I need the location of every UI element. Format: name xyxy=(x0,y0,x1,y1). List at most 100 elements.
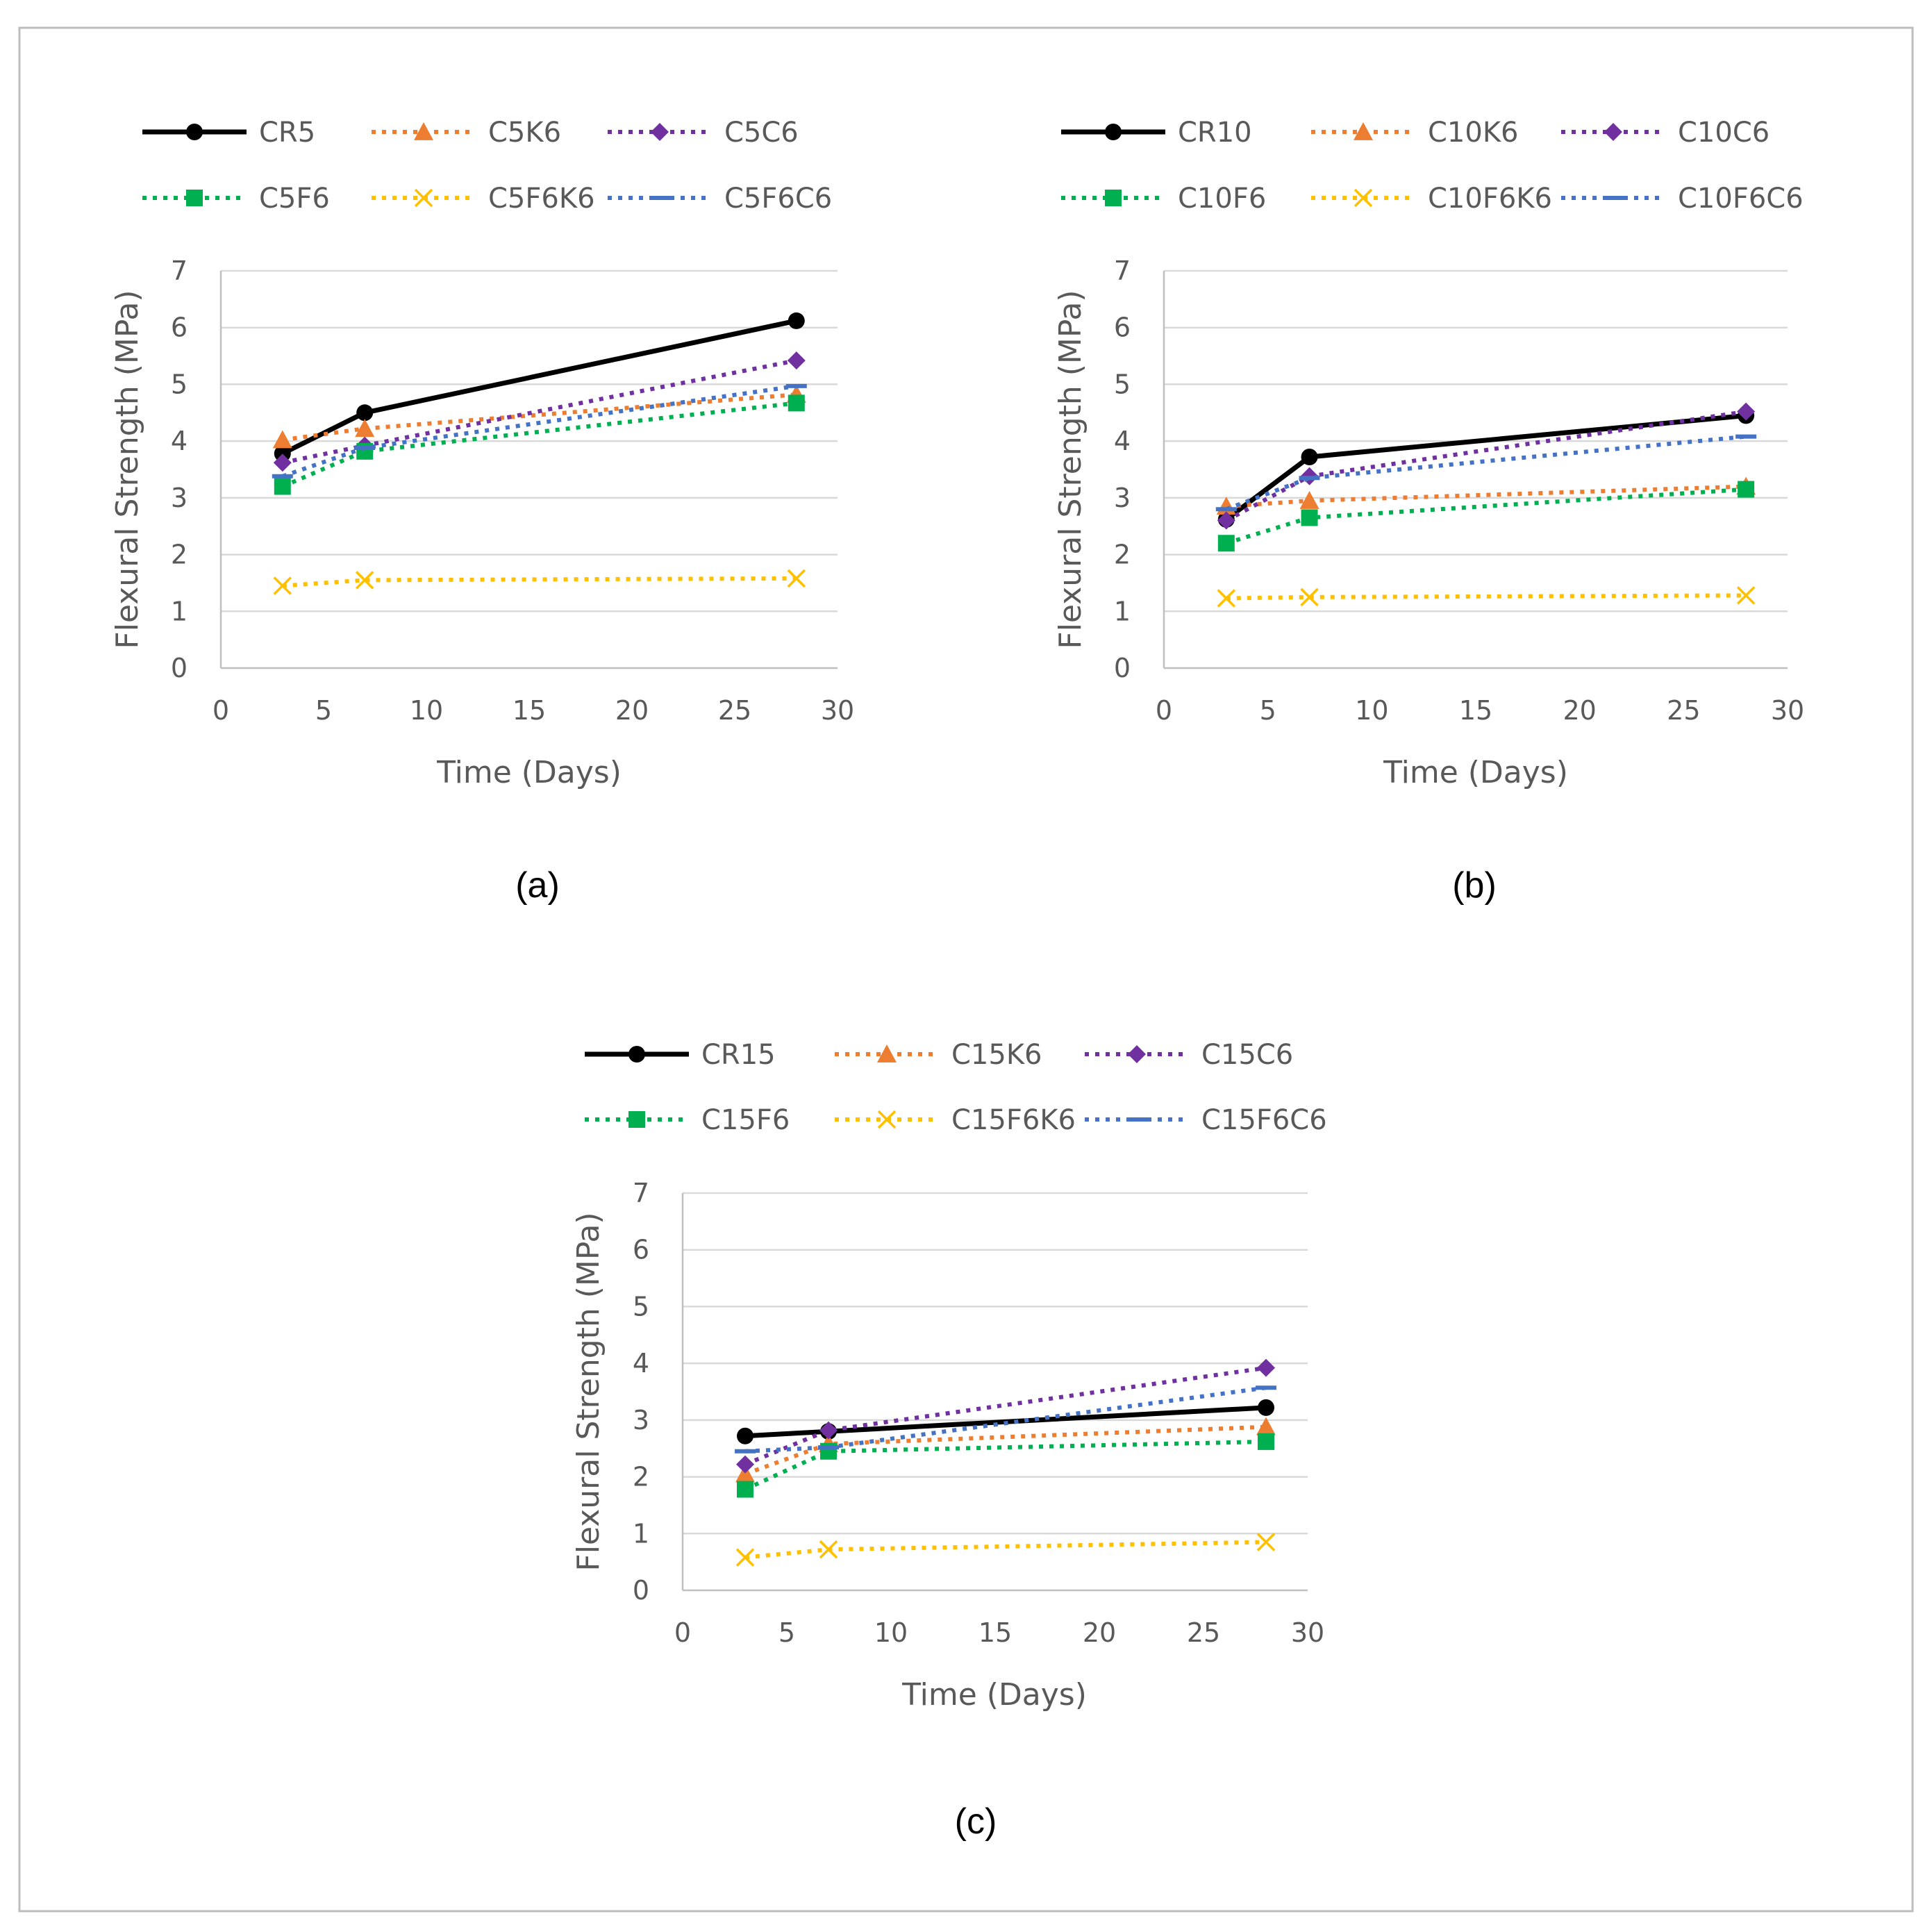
data-point-C15F6K6 xyxy=(735,1548,755,1567)
y-tick-label: 2 xyxy=(171,540,188,570)
panel-label: (b) xyxy=(1452,865,1497,906)
panel-label: (c) xyxy=(955,1801,997,1842)
legend-marker-C10K6 xyxy=(1354,122,1373,140)
x-tick-label: 30 xyxy=(1771,695,1804,726)
legend-marker-C5C6 xyxy=(651,123,669,141)
legend-marker-C5K6 xyxy=(414,122,433,140)
legend-label: C15F6K6 xyxy=(951,1104,1076,1136)
legend-label: C5F6C6 xyxy=(724,183,832,215)
legend-marker-C15F6 xyxy=(628,1111,645,1128)
y-tick-label: 5 xyxy=(171,369,188,399)
data-point-C10K6 xyxy=(1299,490,1319,509)
x-tick-label: 0 xyxy=(213,695,229,726)
data-point-C5C6 xyxy=(273,453,292,472)
data-point-CR15 xyxy=(1258,1399,1274,1416)
legend-marker-C5F6K6 xyxy=(414,188,433,208)
data-point-C5F6 xyxy=(356,442,374,460)
x-axis-label: Time (Days) xyxy=(436,755,622,790)
series-line-C5F6 xyxy=(281,401,797,489)
panel-label: (a) xyxy=(515,865,560,906)
x-tick-label: 20 xyxy=(615,695,649,726)
legend-label: C5K6 xyxy=(488,117,561,149)
y-tick-label: 1 xyxy=(171,596,188,626)
legend-label: C15C6 xyxy=(1201,1039,1293,1071)
data-point-C10F6K6 xyxy=(1736,586,1756,605)
x-tick-label: 25 xyxy=(1187,1617,1220,1648)
x-tick-label: 25 xyxy=(718,695,751,726)
y-tick-label: 0 xyxy=(633,1575,649,1606)
series-line-C10F6K6 xyxy=(1226,593,1747,601)
x-tick-label: 5 xyxy=(778,1617,795,1648)
y-tick-label: 7 xyxy=(171,256,188,286)
y-tick-label: 7 xyxy=(633,1178,649,1208)
data-point-CR10 xyxy=(1301,449,1318,466)
legend-label: C15F6 xyxy=(701,1104,790,1136)
data-point-C5F6 xyxy=(274,478,291,495)
legend-marker-CR15 xyxy=(628,1046,645,1063)
legend-marker-C15K6 xyxy=(877,1044,897,1063)
x-tick-label: 0 xyxy=(1156,695,1172,726)
legend-label: C10K6 xyxy=(1428,117,1519,149)
data-point-C15F6K6 xyxy=(1256,1533,1276,1551)
x-tick-label: 5 xyxy=(315,695,332,726)
data-point-C15C6 xyxy=(819,1421,838,1440)
y-tick-label: 6 xyxy=(633,1235,649,1265)
y-tick-label: 6 xyxy=(1114,313,1131,343)
legend-label: C10F6C6 xyxy=(1678,183,1804,215)
y-tick-label: 0 xyxy=(1114,653,1131,683)
y-tick-label: 6 xyxy=(171,313,188,343)
y-axis-label: Flexural Strength (MPa) xyxy=(571,1212,606,1571)
x-tick-label: 20 xyxy=(1083,1617,1116,1648)
data-point-C15F6 xyxy=(1258,1433,1274,1450)
data-point-CR5 xyxy=(274,445,291,463)
x-tick-label: 30 xyxy=(821,695,854,726)
data-point-C5F6K6 xyxy=(355,571,374,590)
chart-panel-2: 0 1 2 3 4 5 6 7 0 5 10 15 20 25 30 Time (Days) Flexural … xyxy=(1053,117,1804,906)
legend-label: C10F6K6 xyxy=(1428,183,1552,215)
x-tick-label: 25 xyxy=(1667,695,1700,726)
y-tick-label: 4 xyxy=(1114,426,1131,456)
data-point-C5C6 xyxy=(787,351,806,370)
y-tick-label: 2 xyxy=(1114,540,1131,570)
data-point-C5K6 xyxy=(355,419,375,438)
y-tick-label: 4 xyxy=(171,426,188,456)
legend-label: C15K6 xyxy=(951,1039,1042,1071)
data-point-C10F6 xyxy=(1738,481,1755,498)
y-tick-label: 2 xyxy=(633,1462,649,1492)
x-tick-label: 10 xyxy=(874,1617,908,1648)
data-point-CR5 xyxy=(788,312,805,329)
data-point-C5F6K6 xyxy=(787,569,806,588)
legend-marker-C15F6K6 xyxy=(877,1110,897,1129)
legend-label: C5C6 xyxy=(724,117,799,149)
y-tick-label: 7 xyxy=(1114,256,1131,286)
legend-marker-C10C6 xyxy=(1604,123,1622,141)
data-point-C10F6 xyxy=(1217,535,1235,552)
legend-marker-C15C6 xyxy=(1128,1045,1146,1063)
data-point-C15C6 xyxy=(736,1455,754,1474)
legend-marker-CR5 xyxy=(186,124,203,140)
data-point-C5F6 xyxy=(788,394,805,412)
figure-frame xyxy=(18,26,1914,1913)
y-axis-label: Flexural Strength (MPa) xyxy=(1053,290,1088,649)
data-point-C15F6 xyxy=(737,1481,753,1498)
legend-label: C5F6 xyxy=(259,183,330,215)
x-tick-label: 20 xyxy=(1563,695,1596,726)
x-axis-label: Time (Days) xyxy=(901,1677,1087,1713)
data-point-C10C6 xyxy=(1217,511,1235,530)
data-point-C10F6K6 xyxy=(1300,588,1319,607)
legend-label: C5F6K6 xyxy=(488,183,595,215)
y-tick-label: 1 xyxy=(1114,596,1131,626)
x-tick-label: 30 xyxy=(1291,1617,1324,1648)
x-tick-label: 0 xyxy=(674,1617,691,1648)
legend-marker-CR10 xyxy=(1105,124,1122,140)
chart-panel-3: 0 1 2 3 4 5 6 7 0 5 10 15 20 25 30 Time (Days) Flexural … xyxy=(571,1039,1327,1842)
legend-label: CR10 xyxy=(1178,117,1252,149)
chart-panel-1: 0 1 2 3 4 5 6 7 0 5 10 15 20 25 30 Time (Days) Flexural … xyxy=(110,117,854,906)
x-tick-label: 10 xyxy=(410,695,443,726)
data-point-C10F6K6 xyxy=(1217,589,1236,608)
data-point-CR15 xyxy=(737,1427,753,1444)
data-point-C15K6 xyxy=(1256,1417,1276,1435)
y-tick-label: 0 xyxy=(171,653,188,683)
data-point-C10C6 xyxy=(1737,402,1756,421)
